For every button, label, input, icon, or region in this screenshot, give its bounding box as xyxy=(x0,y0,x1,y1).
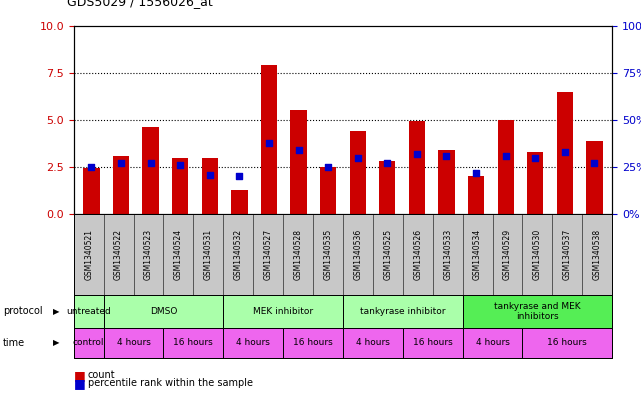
Text: 4 hours: 4 hours xyxy=(237,338,270,347)
Point xyxy=(234,173,244,180)
Text: GSM1340526: GSM1340526 xyxy=(413,229,422,280)
Text: control: control xyxy=(73,338,104,347)
Text: protocol: protocol xyxy=(3,307,43,316)
Point xyxy=(382,160,392,166)
Text: GSM1340530: GSM1340530 xyxy=(533,229,542,280)
Text: DMSO: DMSO xyxy=(150,307,177,316)
Point xyxy=(501,152,511,159)
Point xyxy=(116,160,126,166)
Point xyxy=(530,154,540,161)
Bar xyxy=(468,176,484,214)
Bar xyxy=(172,158,188,214)
Text: GSM1340535: GSM1340535 xyxy=(324,229,333,280)
Text: tankyrase inhibitor: tankyrase inhibitor xyxy=(360,307,445,316)
Text: GSM1340524: GSM1340524 xyxy=(174,229,183,280)
Bar xyxy=(438,150,454,214)
Point xyxy=(264,140,274,146)
Bar xyxy=(202,158,218,214)
Bar xyxy=(379,162,395,214)
Bar xyxy=(409,121,425,214)
Bar xyxy=(527,152,544,214)
Text: GSM1340538: GSM1340538 xyxy=(593,229,602,280)
Text: ▶: ▶ xyxy=(53,307,60,316)
Text: 16 hours: 16 hours xyxy=(293,338,333,347)
Text: 16 hours: 16 hours xyxy=(174,338,213,347)
Bar xyxy=(587,141,603,214)
Text: tankyrase and MEK
inhibitors: tankyrase and MEK inhibitors xyxy=(494,302,581,321)
Text: GSM1340534: GSM1340534 xyxy=(473,229,482,280)
Bar xyxy=(497,120,514,214)
Point xyxy=(442,152,452,159)
Point xyxy=(353,154,363,161)
Text: GSM1340521: GSM1340521 xyxy=(84,229,93,280)
Bar xyxy=(290,110,306,214)
Text: percentile rank within the sample: percentile rank within the sample xyxy=(88,378,253,388)
Point xyxy=(412,151,422,157)
Text: ▶: ▶ xyxy=(53,338,60,347)
Bar xyxy=(142,127,159,214)
Text: 4 hours: 4 hours xyxy=(356,338,390,347)
Point xyxy=(323,164,333,170)
Text: GSM1340528: GSM1340528 xyxy=(294,229,303,280)
Point xyxy=(294,147,304,153)
Text: 16 hours: 16 hours xyxy=(547,338,587,347)
Point xyxy=(560,149,570,155)
Text: GSM1340529: GSM1340529 xyxy=(503,229,512,280)
Bar xyxy=(231,190,247,214)
Point xyxy=(471,169,481,176)
Text: time: time xyxy=(3,338,26,348)
Text: GSM1340523: GSM1340523 xyxy=(144,229,153,280)
Text: ■: ■ xyxy=(74,376,85,390)
Text: 4 hours: 4 hours xyxy=(476,338,510,347)
Point xyxy=(146,160,156,166)
Text: MEK inhibitor: MEK inhibitor xyxy=(253,307,313,316)
Bar xyxy=(113,156,129,214)
Point xyxy=(175,162,185,168)
Text: 16 hours: 16 hours xyxy=(413,338,453,347)
Text: GSM1340537: GSM1340537 xyxy=(563,229,572,280)
Bar xyxy=(320,167,337,214)
Text: GSM1340522: GSM1340522 xyxy=(114,229,123,280)
Text: ■: ■ xyxy=(74,369,85,382)
Bar xyxy=(349,131,366,214)
Bar xyxy=(556,92,573,214)
Text: GSM1340531: GSM1340531 xyxy=(204,229,213,280)
Text: GSM1340536: GSM1340536 xyxy=(353,229,362,280)
Bar xyxy=(83,168,99,214)
Text: untreated: untreated xyxy=(66,307,111,316)
Text: GSM1340532: GSM1340532 xyxy=(234,229,243,280)
Text: GSM1340525: GSM1340525 xyxy=(383,229,392,280)
Bar xyxy=(261,65,277,214)
Text: GSM1340527: GSM1340527 xyxy=(263,229,272,280)
Point xyxy=(204,171,215,178)
Text: count: count xyxy=(88,370,115,380)
Point xyxy=(87,164,97,170)
Point xyxy=(589,160,599,166)
Text: GDS5029 / 1556026_at: GDS5029 / 1556026_at xyxy=(67,0,213,8)
Text: GSM1340533: GSM1340533 xyxy=(443,229,452,280)
Text: 4 hours: 4 hours xyxy=(117,338,151,347)
